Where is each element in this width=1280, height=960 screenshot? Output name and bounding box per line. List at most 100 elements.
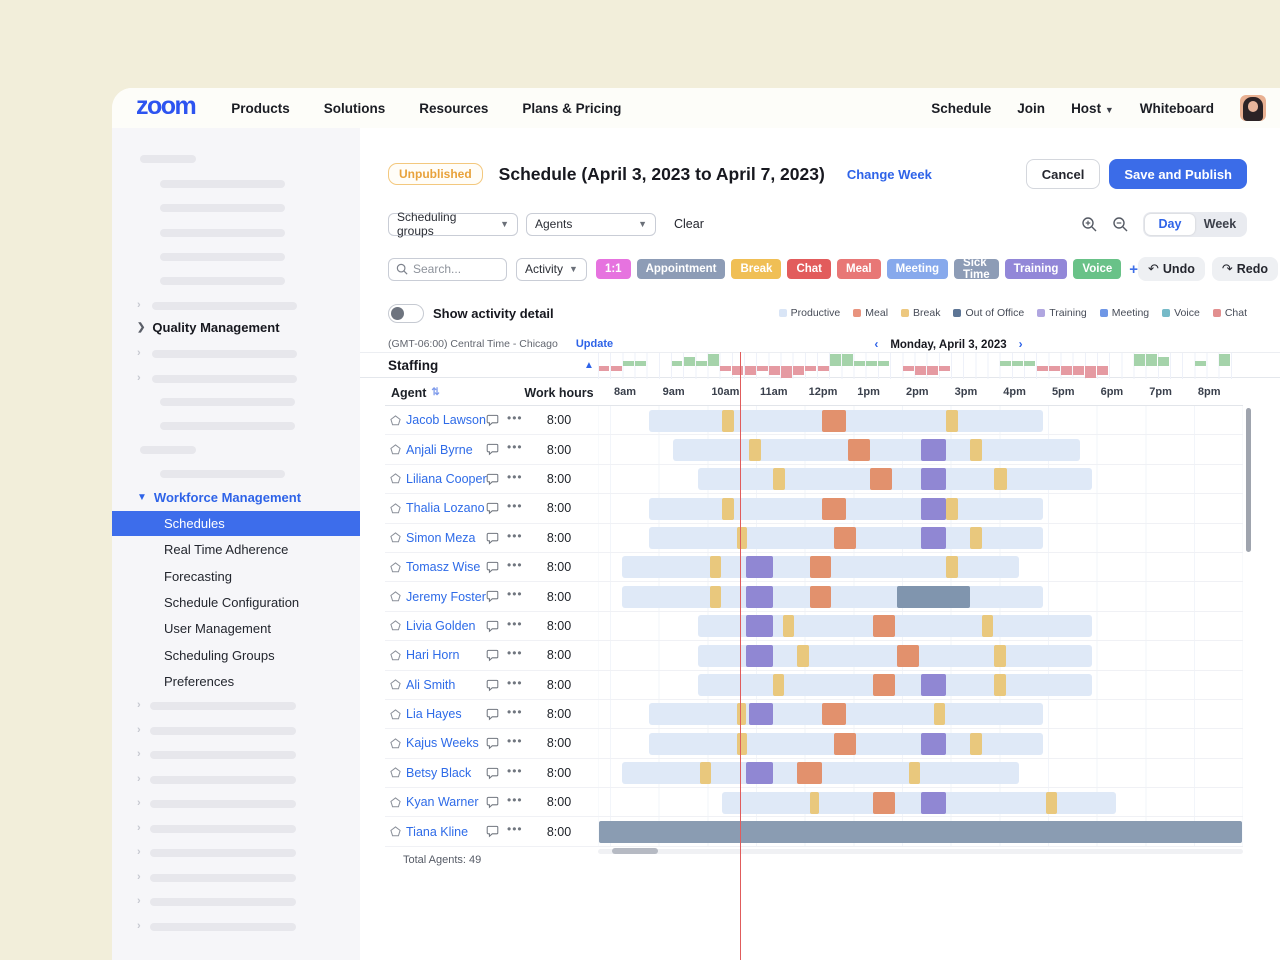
block-meal[interactable] bbox=[872, 615, 895, 638]
block-break[interactable] bbox=[994, 644, 1006, 667]
block-training[interactable] bbox=[921, 438, 946, 461]
show-activity-detail-toggle[interactable] bbox=[388, 303, 424, 323]
agent-link-ali-smith[interactable]: Ali Smith bbox=[406, 677, 456, 692]
chat-icon[interactable] bbox=[486, 443, 499, 456]
schedule-timeline[interactable] bbox=[598, 523, 1243, 552]
more-options-icon[interactable]: ••• bbox=[507, 646, 523, 661]
chevron-right-icon[interactable]: › bbox=[137, 870, 141, 883]
activity-tag-meal[interactable]: Meal bbox=[837, 259, 881, 279]
chevron-right-icon[interactable]: › bbox=[137, 919, 141, 932]
schedule-timeline[interactable] bbox=[598, 494, 1243, 523]
block-training[interactable] bbox=[746, 644, 773, 667]
activity-tag-1-1[interactable]: 1:1 bbox=[595, 259, 631, 279]
chat-icon[interactable] bbox=[486, 502, 499, 515]
agent-link-thalia-lozano[interactable]: Thalia Lozano bbox=[406, 501, 485, 516]
clear-link[interactable]: Clear bbox=[674, 217, 704, 231]
zoom-in-icon[interactable] bbox=[1081, 216, 1098, 233]
agents-select[interactable]: Agents ▼ bbox=[526, 212, 656, 236]
more-options-icon[interactable]: ••• bbox=[507, 616, 523, 631]
block-break[interactable] bbox=[933, 703, 945, 726]
sidebar-item-user-management[interactable]: User Management bbox=[164, 621, 271, 637]
block-break[interactable] bbox=[700, 762, 712, 785]
chevron-right-icon[interactable]: › bbox=[137, 372, 141, 384]
change-week-link[interactable]: Change Week bbox=[846, 166, 932, 182]
block-training[interactable] bbox=[921, 468, 946, 491]
nav-solutions[interactable]: Solutions bbox=[323, 100, 386, 116]
schedule-timeline[interactable] bbox=[598, 788, 1243, 817]
sidebar-item-scheduling-groups[interactable]: Scheduling Groups bbox=[164, 647, 275, 663]
more-options-icon[interactable]: ••• bbox=[507, 411, 523, 425]
chevron-right-icon[interactable]: › bbox=[137, 699, 141, 711]
activity-tag-voice[interactable]: Voice bbox=[1073, 259, 1122, 279]
chat-icon[interactable] bbox=[486, 679, 499, 692]
activity-select[interactable]: Activity ▼ bbox=[516, 257, 587, 281]
redo-button[interactable]: ↷ Redo bbox=[1211, 257, 1278, 281]
schedule-timeline[interactable] bbox=[598, 582, 1243, 611]
block-meal[interactable] bbox=[821, 497, 846, 520]
block-break[interactable] bbox=[970, 732, 983, 755]
more-options-icon[interactable]: ••• bbox=[507, 734, 523, 749]
block-productive[interactable] bbox=[622, 585, 1044, 608]
block-productive[interactable] bbox=[648, 497, 1044, 520]
block-break[interactable] bbox=[773, 468, 786, 491]
block-break[interactable] bbox=[748, 438, 761, 461]
block-break[interactable] bbox=[721, 409, 735, 432]
scheduling-groups-select[interactable]: Scheduling groups ▼ bbox=[388, 210, 518, 238]
more-options-icon[interactable]: ••• bbox=[507, 822, 523, 837]
schedule-timeline[interactable] bbox=[598, 464, 1243, 494]
schedule-timeline[interactable] bbox=[598, 699, 1243, 729]
agent-link-liliana-cooper[interactable]: Liliana Cooper bbox=[406, 471, 487, 486]
block-break[interactable] bbox=[709, 585, 721, 608]
activity-tag-sick-time[interactable]: Sick Time bbox=[954, 257, 999, 281]
block-training[interactable] bbox=[921, 527, 946, 550]
block-break[interactable] bbox=[982, 615, 994, 638]
block-meal[interactable] bbox=[833, 527, 856, 550]
block-productive[interactable] bbox=[697, 468, 1092, 491]
chat-icon[interactable] bbox=[486, 561, 499, 574]
block-productive[interactable] bbox=[697, 674, 1092, 697]
block-productive[interactable] bbox=[721, 791, 1117, 814]
more-options-icon[interactable]: ••• bbox=[507, 499, 523, 514]
block-break[interactable] bbox=[809, 791, 820, 814]
chevron-right-icon[interactable]: › bbox=[137, 821, 141, 834]
chevron-right-icon[interactable]: › bbox=[137, 299, 141, 311]
chat-icon[interactable] bbox=[486, 649, 499, 662]
more-options-icon[interactable]: ••• bbox=[507, 704, 523, 719]
agent-link-jacob-lawson[interactable]: Jacob Lawson bbox=[406, 413, 486, 428]
schedule-timeline[interactable] bbox=[598, 817, 1243, 846]
block-break[interactable] bbox=[782, 615, 794, 638]
chat-icon[interactable] bbox=[486, 414, 499, 427]
block-meal[interactable] bbox=[872, 674, 895, 697]
chevron-right-icon[interactable]: › bbox=[137, 347, 141, 359]
sidebar-section-quality-management[interactable]: ❯ Quality Management bbox=[137, 320, 280, 335]
chat-icon[interactable] bbox=[486, 767, 499, 780]
activity-tag-meeting[interactable]: Meeting bbox=[886, 259, 949, 279]
sidebar-section-workforce-management[interactable]: ▼ Workforce Management bbox=[137, 490, 302, 505]
block-productive[interactable] bbox=[697, 615, 1092, 638]
undo-button[interactable]: ↶ Undo bbox=[1138, 257, 1205, 281]
agent-link-kyan-warner[interactable]: Kyan Warner bbox=[406, 795, 479, 810]
block-training[interactable] bbox=[746, 615, 773, 638]
block-productive[interactable] bbox=[648, 409, 1044, 432]
chat-icon[interactable] bbox=[486, 532, 499, 545]
block-meal[interactable] bbox=[848, 438, 871, 461]
agent-link-tiana-kline[interactable]: Tiana Kline bbox=[406, 824, 469, 839]
chevron-right-icon[interactable]: › bbox=[137, 846, 141, 858]
sidebar-item-schedule-configuration[interactable]: Schedule Configuration bbox=[164, 594, 300, 610]
block-break[interactable] bbox=[994, 468, 1007, 491]
block-ooo[interactable] bbox=[897, 585, 971, 608]
horizontal-scrollbar-thumb[interactable] bbox=[612, 848, 658, 854]
schedule-timeline[interactable] bbox=[598, 729, 1243, 758]
chat-icon[interactable] bbox=[486, 708, 499, 721]
block-productive[interactable] bbox=[697, 644, 1092, 667]
nav-resources[interactable]: Resources bbox=[419, 100, 489, 116]
agent-link-lia-hayes[interactable]: Lia Hayes bbox=[406, 707, 462, 722]
block-break[interactable] bbox=[945, 556, 958, 579]
chat-icon[interactable] bbox=[486, 737, 499, 750]
block-break[interactable] bbox=[736, 703, 747, 726]
more-options-icon[interactable]: ••• bbox=[507, 675, 523, 690]
block-meal[interactable] bbox=[870, 468, 893, 491]
week-view-button[interactable]: Week bbox=[1203, 217, 1237, 231]
save-publish-button[interactable]: Save and Publish bbox=[1109, 159, 1247, 189]
block-break[interactable] bbox=[994, 674, 1006, 697]
